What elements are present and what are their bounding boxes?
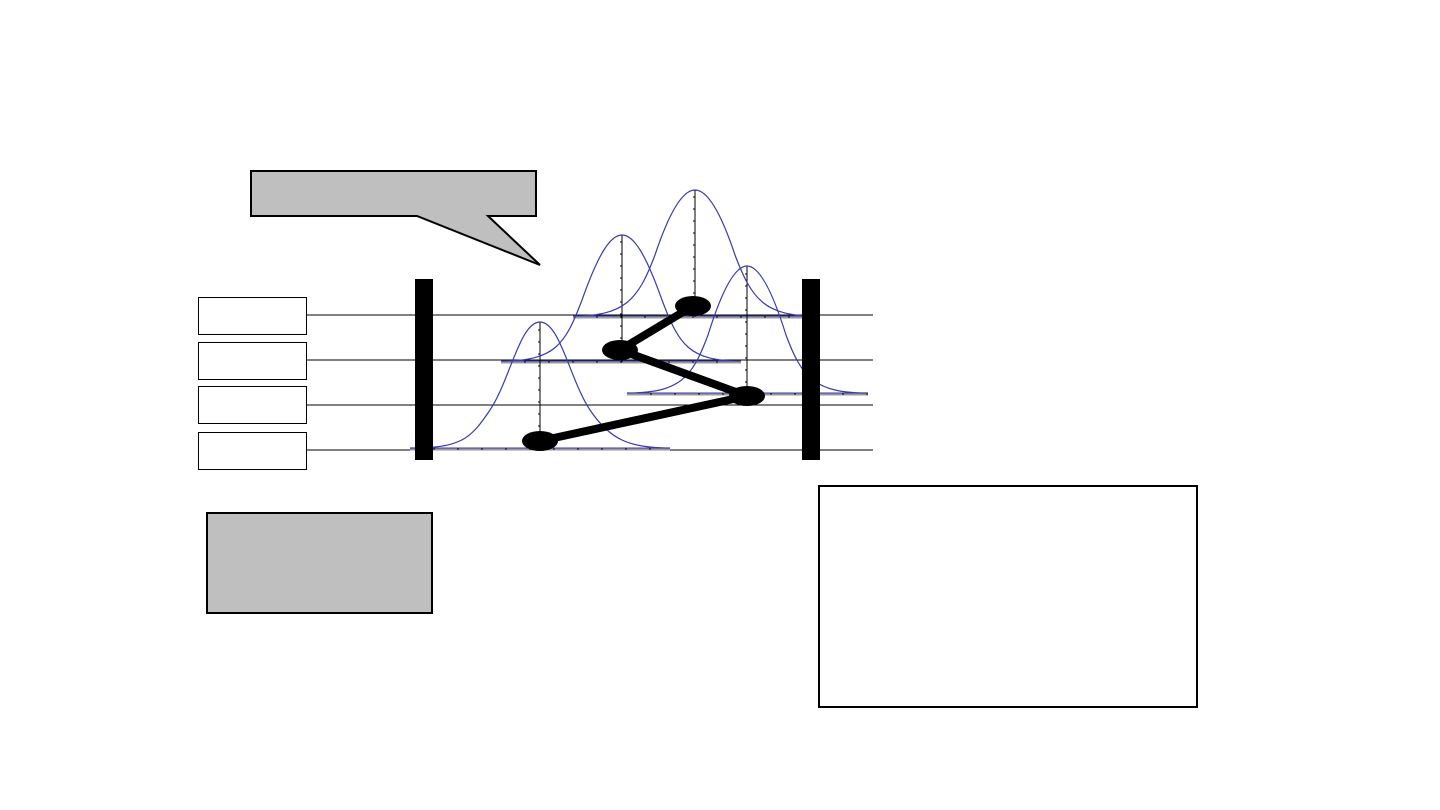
node-level-4 <box>675 296 711 316</box>
node-level-3 <box>602 340 638 360</box>
distribution-curve-level-4 <box>572 189 817 317</box>
node-level-2 <box>729 386 765 406</box>
result-box <box>818 485 1198 708</box>
node-level-1 <box>522 431 558 451</box>
row-label-3 <box>198 342 307 380</box>
speech-callout <box>250 170 541 266</box>
row-label-2 <box>198 386 307 424</box>
trajectory-path <box>539 302 762 445</box>
distribution-axes <box>539 190 748 450</box>
row-label-4 <box>198 297 307 335</box>
distribution-curve-level-3 <box>500 234 742 362</box>
note-box <box>206 512 433 614</box>
right-boundary-bar <box>802 279 820 460</box>
left-boundary-bar <box>415 279 433 460</box>
row-label-1 <box>198 432 307 470</box>
